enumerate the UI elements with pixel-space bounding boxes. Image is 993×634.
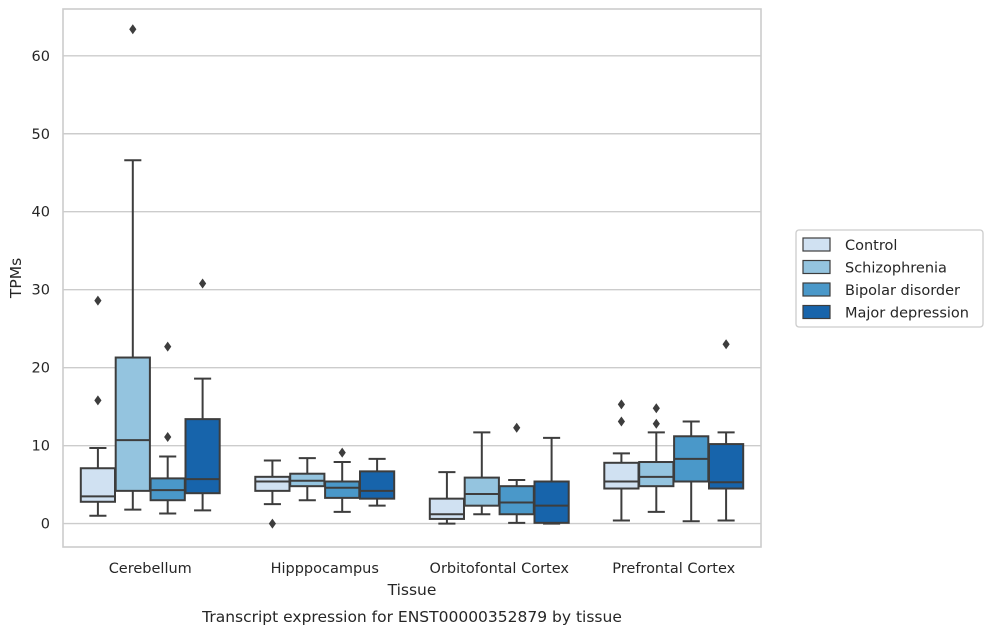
legend-swatch: [802, 237, 831, 252]
box-iqr: [428, 497, 466, 520]
box-iqr: [638, 461, 675, 488]
y-tick-label: 20: [32, 361, 50, 377]
x-tick-label: Hipppocampus: [271, 561, 379, 577]
box-major-depression: [707, 339, 745, 522]
legend-label: Schizophrenia: [845, 261, 947, 277]
y-axis-ticks: 0 10 20 30 40 50 60: [32, 49, 50, 533]
box-control: [603, 399, 640, 522]
box-schizophrenia: [114, 24, 151, 511]
y-tick-label: 50: [32, 127, 50, 143]
outlier-point: [617, 416, 625, 427]
box-control: [79, 295, 117, 517]
y-tick-label: 0: [41, 517, 50, 533]
box-bipolar-disorder: [673, 420, 710, 523]
box-iqr: [463, 476, 500, 507]
box-iqr: [358, 470, 396, 500]
y-tick-label: 60: [32, 49, 50, 65]
x-tick-label: Orbitofontal Cortex: [430, 561, 570, 577]
box-control: [254, 459, 291, 529]
box-iqr: [498, 485, 535, 516]
outlier-point: [338, 447, 346, 458]
box-iqr: [254, 475, 291, 492]
box-major-depression: [533, 436, 570, 525]
outlier-point: [129, 24, 137, 35]
legend-label: Bipolar disorder: [845, 283, 960, 299]
legend-frame: [795, 229, 984, 328]
legend: Control Schizophrenia Bipolar disorder Majo…: [795, 229, 984, 328]
outlier-point: [652, 403, 660, 414]
box-control: [428, 471, 466, 525]
legend-swatch: [802, 259, 831, 275]
legend-swatch: [802, 304, 831, 320]
y-axis-label: TPMs: [7, 258, 25, 299]
box-bipolar-disorder: [324, 447, 361, 513]
y-tick-label: 10: [32, 439, 50, 455]
box-major-depression: [358, 457, 396, 507]
box-schizophrenia: [638, 403, 675, 513]
outlier-point: [94, 395, 102, 406]
outlier-point: [94, 295, 102, 306]
box-iqr: [114, 356, 151, 492]
outlier-point: [164, 432, 172, 443]
outlier-point: [513, 422, 521, 433]
x-tick-label: Prefrontal Cortex: [612, 561, 735, 577]
outlier-point: [722, 339, 730, 350]
box-schizophrenia: [463, 431, 500, 516]
legend-label: Control: [845, 238, 897, 254]
y-tick-label: 30: [32, 283, 50, 299]
box-iqr: [533, 480, 570, 524]
box-iqr: [184, 418, 221, 495]
x-axis-ticks: Cerebellum Hipppocampus Orbitofontal Corte…: [109, 561, 736, 577]
box-iqr: [324, 480, 361, 499]
outlier-point: [617, 399, 625, 410]
box-bipolar-disorder: [498, 422, 535, 524]
y-tick-label: 40: [32, 205, 50, 221]
box-schizophrenia: [289, 457, 326, 502]
outlier-point: [268, 518, 276, 529]
legend-label: Major depression: [845, 306, 969, 322]
x-axis-label: Tissue: [387, 581, 437, 599]
outlier-point: [652, 418, 660, 429]
box-major-depression: [184, 278, 221, 512]
box-iqr: [603, 461, 640, 490]
plot-frame: [62, 8, 762, 548]
x-tick-label: Cerebellum: [109, 561, 192, 577]
box-plot-marks: [79, 24, 745, 529]
chart-caption: Transcript expression for ENST0000035287…: [201, 608, 622, 626]
outlier-point: [164, 341, 172, 352]
outlier-point: [199, 278, 207, 289]
legend-swatch: [802, 282, 831, 297]
grid-lines: [63, 55, 761, 525]
box-iqr: [707, 443, 745, 490]
